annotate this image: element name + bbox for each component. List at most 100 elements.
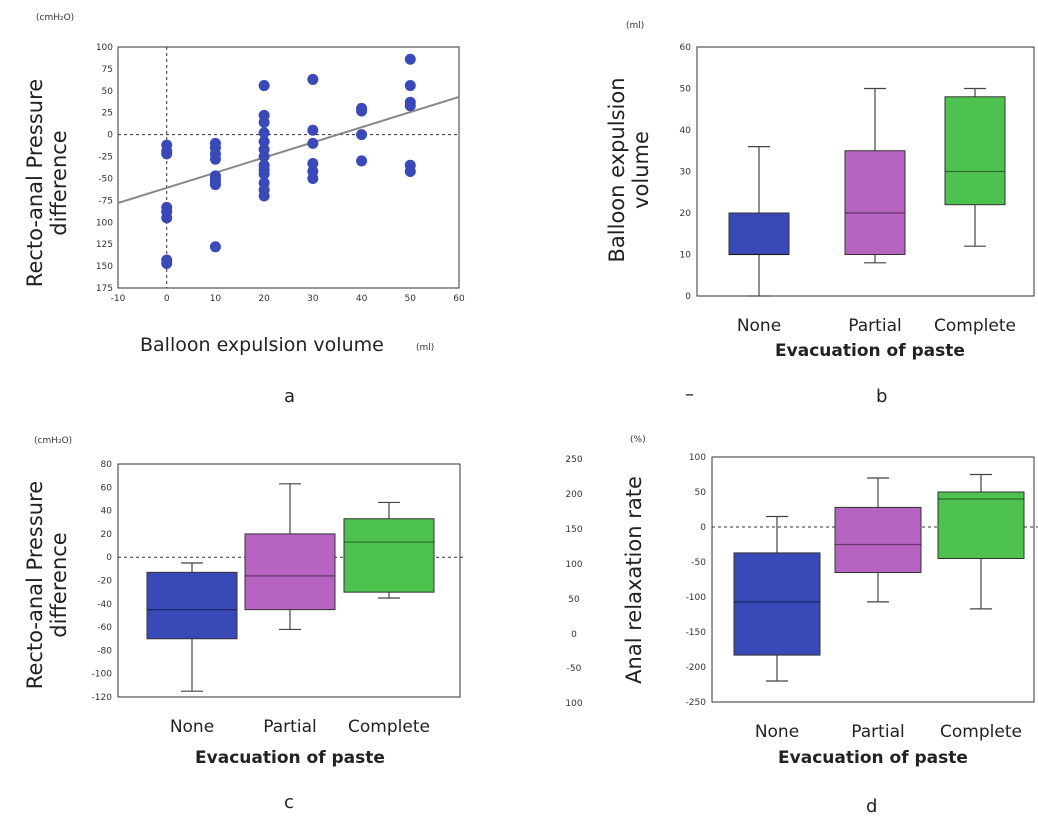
panel-b-ytick-label: 20 — [680, 209, 692, 219]
panel-a-point — [405, 80, 416, 91]
iqr-box — [729, 213, 789, 255]
iqr-box — [835, 507, 921, 572]
panel-a: (cmH₂O) Recto-anal Pressure difference 1… — [23, 13, 465, 407]
panel-a-point — [161, 258, 172, 269]
panel-b-boxes — [729, 89, 1005, 297]
panel-c-category-labels: None Partial Complete — [170, 717, 430, 737]
panel-a-ylabel-line1: Recto-anal Pressure — [23, 79, 47, 287]
panel-d-unit: (%) — [630, 435, 646, 445]
panel-b-ytick-label: 60 — [680, 43, 692, 53]
panel-a-point — [210, 241, 221, 252]
panel-c-ytick-label: 60 — [101, 483, 113, 493]
panel-a-xunit: (ml) — [416, 343, 434, 353]
panel-c-ytick-label: -120 — [92, 693, 113, 703]
panel-a-xlabel: Balloon expulsion volume — [140, 334, 384, 356]
panel-b-box-complete — [945, 89, 1005, 247]
panel-d-box-none — [734, 517, 820, 682]
panel-c-category-label: None — [170, 717, 214, 737]
panel-d-ytick-label: -150 — [686, 628, 707, 638]
iqr-box — [734, 553, 820, 655]
panel-d-ytick-label: 50 — [695, 488, 707, 498]
panel-c-xlabel: Evacuation of paste — [195, 748, 385, 768]
panel-d-outer-tick-labels: 250 200 150 100 50 0 -50 100 — [565, 455, 582, 709]
panel-b-ytick-label: 0 — [685, 292, 691, 302]
panel-d-category-label: None — [755, 722, 799, 742]
panel-a-ytick-label: -50 — [98, 174, 113, 184]
panel-d-outer-tick-label: 50 — [568, 595, 580, 605]
panel-c-ytick-label: 20 — [101, 530, 113, 540]
panel-b-ylabel-line1: Balloon expulsion — [605, 77, 629, 262]
panel-a-xtick-label: 40 — [356, 294, 368, 304]
panel-c-box-complete — [344, 502, 434, 598]
panel-b-unit: (ml) — [626, 21, 644, 31]
panel-c-ytick-label: -40 — [97, 600, 112, 610]
panel-d-category-label: Partial — [851, 722, 904, 742]
panel-b-ytick-label: 50 — [680, 85, 692, 95]
panel-b-xlabel: Evacuation of paste — [775, 341, 965, 361]
panel-a-xtick-label: 50 — [405, 294, 417, 304]
panel-d-ytick-label: -100 — [686, 593, 707, 603]
panel-a-ytick-label: 50 — [102, 87, 114, 97]
panel-d-letter: d — [866, 796, 877, 817]
panel-d-category-label: Complete — [940, 722, 1022, 742]
panel-d-category-labels: None Partial Complete — [755, 722, 1022, 742]
panel-a-points — [161, 54, 416, 269]
panel-a-point — [161, 212, 172, 223]
panel-d-ytick-labels: 100 50 0 -50 -100 -150 -200 -250 — [686, 453, 707, 708]
panel-b-box-none — [729, 147, 789, 296]
panel-b: (ml) Balloon expulsion volume 0 10 20 30 40 5… — [605, 21, 1034, 407]
iqr-box — [147, 572, 237, 638]
panel-d-ylabel-line1: Anal relaxation rate — [622, 476, 646, 684]
panel-a-ytick-label: 25 — [102, 109, 113, 119]
panel-a-ytick-label: 0 — [107, 131, 113, 141]
panel-d-outer-tick-label: 250 — [565, 455, 582, 465]
panel-a-point — [307, 74, 318, 85]
panel-c-ytick-label: 80 — [101, 460, 113, 470]
iqr-box — [938, 492, 1024, 559]
panel-a-ytick-label: 100 — [96, 43, 113, 53]
panel-c-ytick-label: -20 — [97, 577, 112, 587]
panel-b-box-partial — [845, 89, 905, 263]
panel-b-category-label: Partial — [848, 316, 901, 336]
panel-a-ytick-label: 150 — [96, 262, 113, 272]
panel-b-ytick-labels: 0 10 20 30 40 50 60 — [680, 43, 692, 302]
panel-a-point — [259, 117, 270, 128]
panel-d-ytick-label: -250 — [686, 698, 707, 708]
panel-d-outer-tick-label: -50 — [567, 664, 582, 674]
panel-c-ylabel-line2: difference — [47, 532, 71, 637]
panel-d-outer-tick-label: 150 — [565, 525, 582, 535]
panel-c-category-label: Complete — [348, 717, 430, 737]
panel-a-xtick-label: 10 — [210, 294, 222, 304]
panel-c-ytick-label: 40 — [101, 507, 113, 517]
panel-d-ytick-label: 0 — [700, 523, 706, 533]
panel-d: (%) 250 200 150 100 50 0 -50 100 Anal relaxatio… — [565, 435, 1038, 817]
panel-d-ylabel: Anal relaxation rate — [622, 476, 646, 684]
panel-a-xtick-label: 60 — [453, 294, 465, 304]
panel-a-point — [307, 138, 318, 149]
panel-a-xtick-label: 30 — [307, 294, 319, 304]
panel-c-letter: c — [284, 792, 294, 813]
panel-a-xtick-labels: -10 0 10 20 30 40 50 60 — [111, 294, 465, 304]
panel-a-ytick-labels: 100 75 50 25 0 -25 -50 -75 100 125 150 175 — [96, 43, 113, 294]
panel-a-point — [356, 105, 367, 116]
panel-b-ytick-label: 30 — [680, 168, 692, 178]
panel-a-point — [210, 179, 221, 190]
panel-a-point — [161, 148, 172, 159]
panel-d-outer-tick-label: 100 — [565, 699, 582, 709]
panel-b-ytick-label: 40 — [680, 126, 692, 136]
panel-d-ytick-label: -50 — [691, 558, 706, 568]
panel-a-unit: (cmH₂O) — [36, 13, 74, 23]
panel-d-xlabel: Evacuation of paste — [778, 748, 968, 768]
panel-a-ytick-label: 75 — [102, 65, 113, 75]
panel-d-ytick-label: 100 — [689, 453, 706, 463]
panel-a-ytick-label: 175 — [96, 284, 113, 294]
panel-b-ylabel: Balloon expulsion volume — [605, 77, 653, 262]
panel-a-point — [259, 80, 270, 91]
panel-b-category-labels: None Partial Complete — [737, 316, 1016, 336]
panel-a-point — [307, 173, 318, 184]
panel-b-category-label: Complete — [934, 316, 1016, 336]
panel-a-point — [307, 125, 318, 136]
iqr-box — [945, 97, 1005, 205]
panel-b-ytick-label: 10 — [680, 251, 692, 261]
panel-a-ytick-label: -75 — [98, 196, 113, 206]
